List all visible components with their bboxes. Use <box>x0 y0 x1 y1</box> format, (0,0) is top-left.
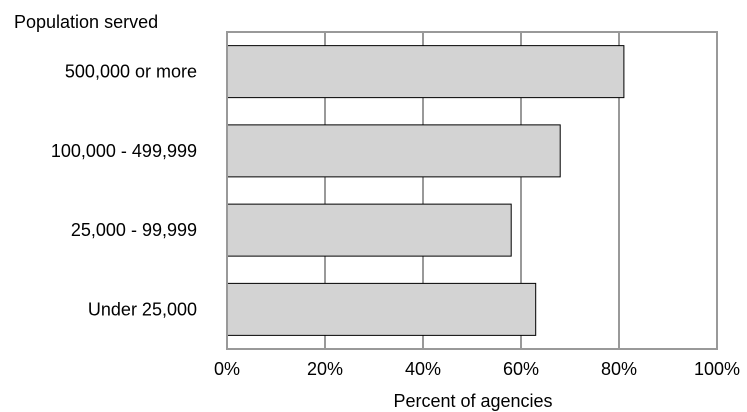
category-label-3: Under 25,000 <box>88 299 197 319</box>
x-tick-label-2: 40% <box>405 359 441 379</box>
bars <box>226 45 625 336</box>
bar-1 <box>226 124 561 178</box>
x-axis-title: Percent of agencies <box>393 391 552 411</box>
x-tick-label-1: 20% <box>307 359 343 379</box>
plot-area-border <box>226 31 718 350</box>
category-label-1: 100,000 - 499,999 <box>51 141 197 161</box>
x-tick-labels: 0% 20% 40% 60% 80% 100% <box>214 359 740 379</box>
category-labels: 500,000 or more 100,000 - 499,999 25,000 -… <box>51 62 197 320</box>
bar-0 <box>226 45 625 99</box>
category-label-0: 500,000 or more <box>65 62 197 82</box>
x-tick-label-4: 80% <box>601 359 637 379</box>
x-tick-label-3: 60% <box>503 359 539 379</box>
category-label-2: 25,000 - 99,999 <box>71 220 197 240</box>
category-axis-title: Population served <box>14 12 158 32</box>
bar-3 <box>226 282 537 336</box>
x-tick-label-0: 0% <box>214 359 240 379</box>
x-tick-label-5: 100% <box>694 359 740 379</box>
bar-2 <box>226 203 512 257</box>
